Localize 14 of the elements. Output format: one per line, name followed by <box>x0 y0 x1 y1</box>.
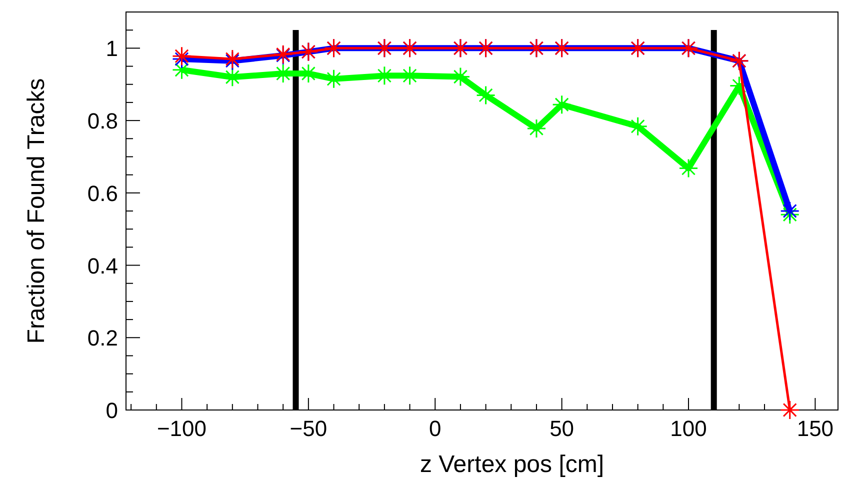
x-tick-label: −100 <box>156 416 207 441</box>
x-tick-label: 150 <box>796 416 834 441</box>
x-tick-label: 0 <box>429 416 442 441</box>
y-tick-label: 0.6 <box>87 180 118 206</box>
x-tick-label: 50 <box>550 416 574 441</box>
y-tick-label: 1 <box>106 36 118 62</box>
x-tick-label: 100 <box>670 416 707 441</box>
y-tick-label: 0.4 <box>87 253 118 278</box>
y-tick-label: 0.8 <box>87 108 118 134</box>
y-tick-label: 0 <box>106 398 118 423</box>
x-axis-title: z Vertex pos [cm] <box>420 451 604 478</box>
y-axis-title: Fraction of Found Tracks <box>23 78 50 344</box>
x-tick-label: −50 <box>290 416 328 441</box>
y-tick-label: 0.2 <box>87 326 118 351</box>
